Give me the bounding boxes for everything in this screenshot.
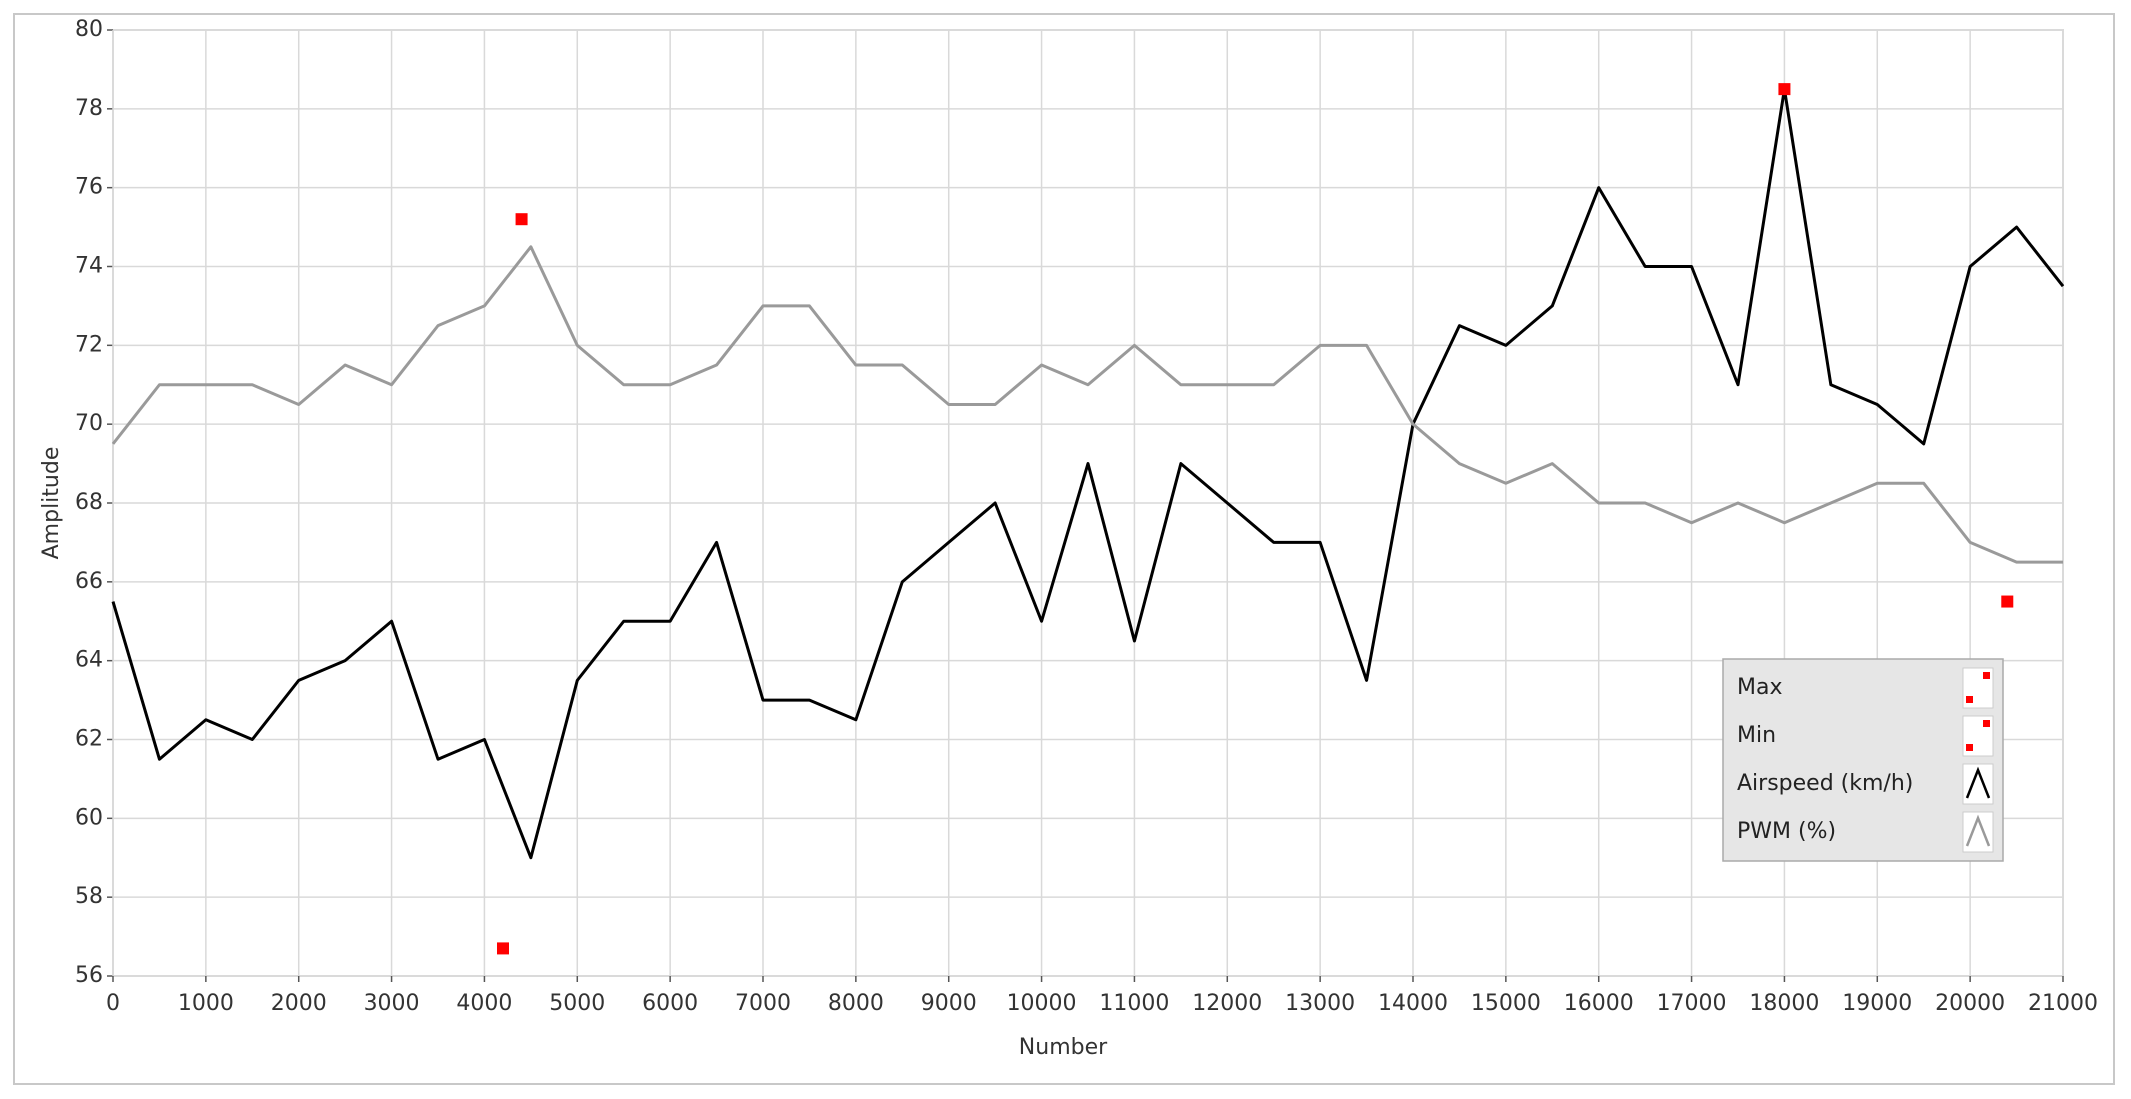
legend-label: Max [1737,675,1782,700]
x-tick-label: 12000 [1192,991,1262,1016]
x-tick-label: 7000 [735,991,791,1016]
x-tick-label: 1000 [178,991,234,1016]
y-tick-label: 64 [75,648,103,673]
y-tick-label: 56 [75,963,103,988]
y-tick-label: 58 [75,884,103,909]
x-tick-label: 2000 [271,991,327,1016]
legend-box [1722,658,2004,862]
extreme-marker [2001,595,2014,608]
x-tick-label: 18000 [1749,991,1819,1016]
x-tick-label: 11000 [1099,991,1169,1016]
legend-swatch [1983,720,1990,727]
y-tick-label: 76 [75,175,103,200]
extreme-marker [515,213,528,226]
x-tick-label: 21000 [2028,991,2098,1016]
extreme-marker [497,942,509,955]
x-tick-label: 9000 [921,991,977,1016]
x-tick-label: 8000 [828,991,884,1016]
y-axis-label: Amplitude [39,447,64,560]
y-tick-label: 60 [75,805,103,830]
legend-swatch [1983,672,1990,679]
x-tick-label: 3000 [364,991,420,1016]
x-tick-label: 20000 [1935,991,2005,1016]
x-tick-label: 16000 [1564,991,1634,1016]
y-tick-label: 74 [75,254,103,279]
legend-swatch [1965,814,1991,847]
y-tick-label: 68 [75,490,103,515]
legend: Max Min Airspeed (km/h) PWM (%) [1722,658,2004,862]
x-tick-label: 14000 [1378,991,1448,1016]
x-tick-label: 13000 [1285,991,1355,1016]
y-tick-label: 78 [75,96,103,121]
x-tick-label: 19000 [1842,991,1912,1016]
y-tick-label: 72 [75,332,103,357]
x-tick-label: 4000 [456,991,512,1016]
y-tick-label: 70 [75,411,103,436]
legend-swatch [1966,744,1973,751]
x-axis-label: Number [1019,1035,1108,1060]
legend-swatch [1965,766,1991,799]
series-line [111,245,2063,564]
y-tick-label: 62 [75,727,103,752]
x-tick-label: 15000 [1471,991,1541,1016]
legend-label: Min [1737,723,1776,748]
legend-label: PWM (%) [1737,819,1836,844]
legend-label: Airspeed (km/h) [1737,771,1913,796]
x-tick-label: 6000 [642,991,698,1016]
x-tick-label: 10000 [1007,991,1077,1016]
x-tick-label: 0 [106,991,120,1016]
y-tick-label: 80 [75,17,103,42]
series-line [111,87,2065,860]
extreme-marker [1778,83,1791,96]
x-tick-label: 5000 [549,991,605,1016]
legend-swatch [1966,696,1973,703]
y-tick-label: 66 [75,569,103,594]
x-tick-label: 17000 [1657,991,1727,1016]
